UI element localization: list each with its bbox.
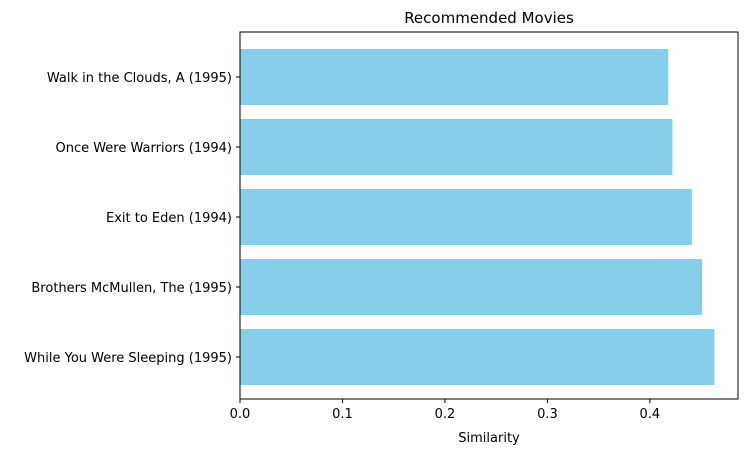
x-axis-label: Similarity (458, 431, 520, 446)
bar-3 (240, 189, 692, 245)
y-tick-label: While You Were Sleeping (1995) (24, 351, 232, 366)
bar-2 (240, 259, 703, 315)
y-tick-label: Exit to Eden (1994) (106, 211, 232, 226)
bar-4 (240, 119, 673, 175)
y-axis-ticks: While You Were Sleeping (1995) Brothers M… (24, 71, 240, 366)
x-axis-ticks: 0.0 0.1 0.2 0.3 0.4 (230, 399, 661, 422)
x-tick-label: 0.3 (537, 407, 558, 422)
x-tick-label: 0.2 (435, 407, 456, 422)
bars-layer (240, 49, 715, 385)
bar-5 (240, 49, 669, 105)
y-tick-label: Walk in the Clouds, A (1995) (47, 71, 232, 86)
chart-title: Recommended Movies (404, 9, 574, 27)
x-tick-label: 0.1 (332, 407, 353, 422)
x-tick-label: 0.4 (640, 407, 661, 422)
plot-frame (239, 31, 739, 400)
bar-1 (240, 329, 715, 385)
y-tick-label: Once Were Warriors (1994) (55, 141, 232, 156)
y-tick-label: Brothers McMullen, The (1995) (31, 281, 232, 296)
x-tick-label: 0.0 (230, 407, 251, 422)
